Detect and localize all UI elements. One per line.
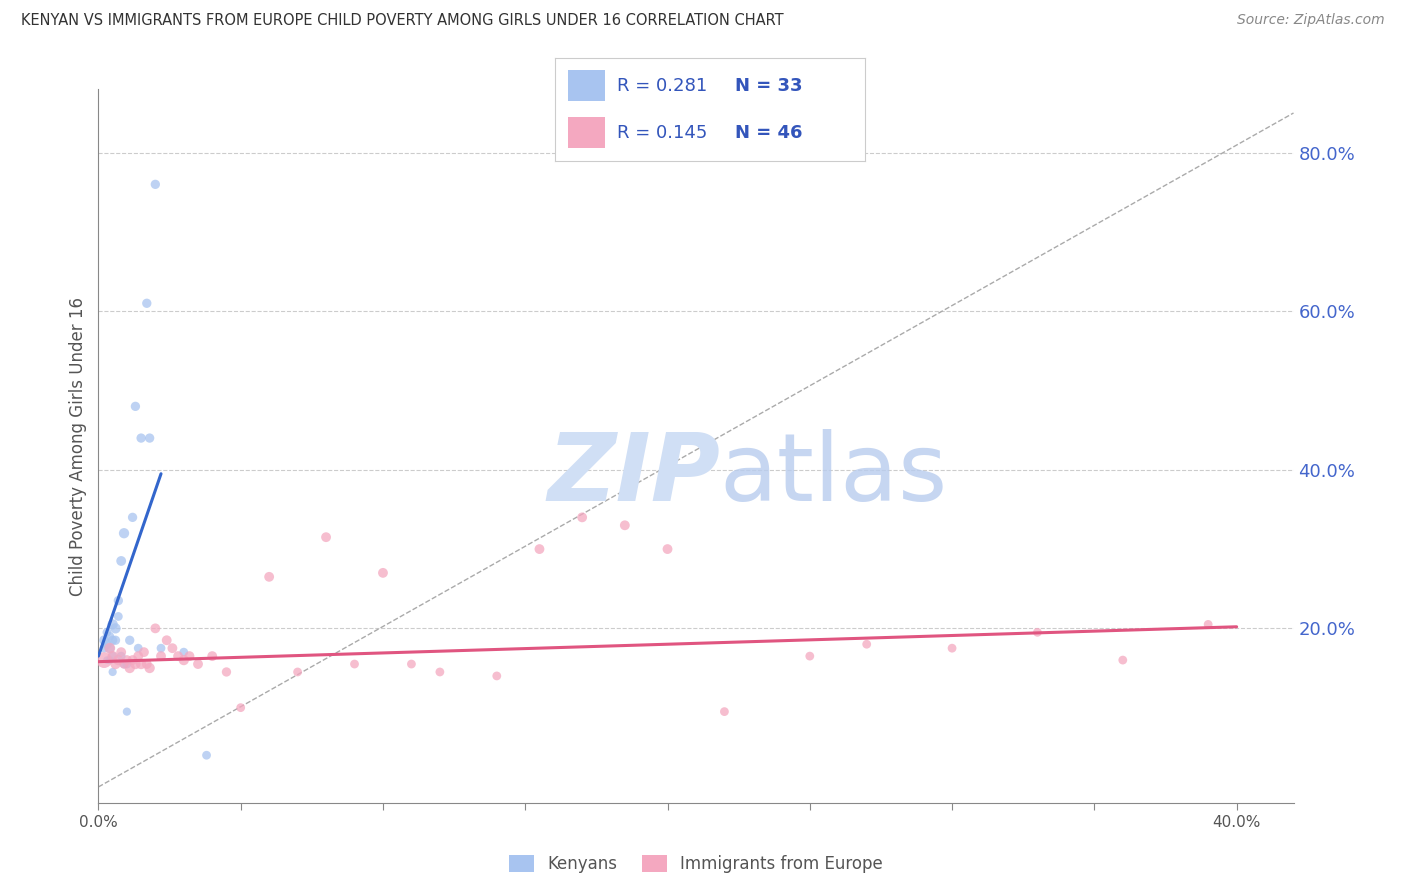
Point (93, 633, 115, 648)
Point (343, 657, 366, 671)
Point (135, 296, 157, 310)
Point (118, 661, 141, 675)
Point (713, 705, 735, 719)
Point (121, 510, 143, 524)
Point (98, 653, 121, 667)
Point (150, 649, 173, 664)
Point (613, 518, 636, 533)
Point (112, 657, 135, 671)
Point (124, 657, 146, 671)
Text: KENYAN VS IMMIGRANTS FROM EUROPE CHILD POVERTY AMONG GIRLS UNDER 16 CORRELATION : KENYAN VS IMMIGRANTS FROM EUROPE CHILD P… (21, 13, 783, 29)
Point (132, 645, 155, 659)
Point (229, 700, 252, 714)
Point (107, 609, 129, 624)
Point (127, 641, 149, 656)
Text: R = 0.145: R = 0.145 (617, 124, 707, 142)
Point (93, 653, 115, 667)
Point (101, 649, 124, 664)
Point (129, 657, 152, 671)
Point (571, 510, 593, 524)
Point (112, 526, 135, 541)
Point (104, 621, 127, 635)
Point (101, 617, 124, 632)
Text: ZIP: ZIP (547, 428, 720, 521)
Point (162, 641, 184, 656)
Point (167, 649, 190, 664)
Point (127, 649, 149, 664)
Point (98, 641, 121, 656)
Point (138, 661, 160, 675)
Point (138, 431, 160, 445)
Point (107, 653, 129, 667)
Point (104, 657, 127, 671)
Point (1197, 617, 1219, 632)
Point (156, 633, 179, 648)
Point (112, 657, 135, 671)
Point (96, 653, 118, 667)
Text: Source: ZipAtlas.com: Source: ZipAtlas.com (1237, 13, 1385, 28)
Text: atlas: atlas (720, 428, 948, 521)
Point (941, 641, 963, 656)
Point (96, 637, 118, 651)
Point (121, 653, 143, 667)
Point (101, 665, 124, 679)
Point (96, 625, 118, 640)
Point (98, 641, 121, 656)
Point (115, 705, 138, 719)
Point (371, 566, 394, 580)
Point (315, 530, 337, 544)
Legend: Kenyans, Immigrants from Europe: Kenyans, Immigrants from Europe (502, 848, 890, 880)
Point (1026, 625, 1049, 640)
Point (1112, 653, 1135, 667)
FancyBboxPatch shape (568, 118, 605, 148)
Y-axis label: Child Poverty Among Girls Under 16: Child Poverty Among Girls Under 16 (69, 296, 87, 596)
Point (118, 633, 141, 648)
Text: N = 33: N = 33 (735, 77, 803, 95)
Text: N = 46: N = 46 (735, 124, 803, 142)
Point (98, 629, 121, 643)
Point (104, 633, 127, 648)
Point (215, 665, 238, 679)
Point (101, 633, 124, 648)
Text: R = 0.281: R = 0.281 (617, 77, 707, 95)
Point (115, 653, 138, 667)
Point (195, 748, 218, 763)
Point (110, 645, 132, 659)
Point (257, 570, 280, 584)
Point (115, 657, 138, 671)
Point (173, 645, 195, 659)
Point (93, 641, 115, 656)
Point (110, 649, 132, 664)
Point (143, 621, 166, 635)
Point (110, 554, 132, 568)
Point (855, 637, 877, 651)
Point (799, 649, 821, 664)
Point (201, 649, 224, 664)
FancyBboxPatch shape (568, 70, 605, 101)
Point (179, 649, 201, 664)
Point (143, 178, 166, 192)
Point (107, 593, 129, 607)
Point (485, 669, 508, 683)
Point (287, 665, 309, 679)
Point (129, 431, 152, 445)
Point (657, 542, 679, 557)
Point (187, 657, 209, 671)
Point (529, 542, 551, 557)
Point (124, 400, 146, 414)
Point (135, 657, 157, 671)
Point (101, 649, 124, 664)
Point (401, 657, 423, 671)
Point (429, 665, 451, 679)
Point (150, 641, 173, 656)
Point (173, 653, 195, 667)
